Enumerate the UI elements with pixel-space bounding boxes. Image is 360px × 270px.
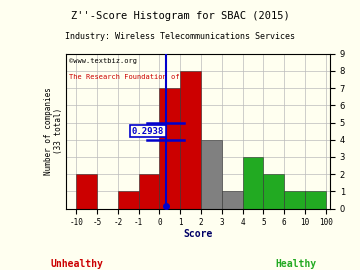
- Bar: [180, 71, 201, 209]
- Text: The Research Foundation of SUNY: The Research Foundation of SUNY: [69, 74, 201, 80]
- Text: 0.2938: 0.2938: [132, 127, 164, 136]
- Bar: [222, 191, 243, 209]
- Bar: [159, 88, 180, 209]
- Text: Unhealthy: Unhealthy: [50, 259, 103, 269]
- Text: ©www.textbiz.org: ©www.textbiz.org: [69, 58, 136, 64]
- Y-axis label: Number of companies
(33 total): Number of companies (33 total): [44, 87, 63, 175]
- Text: Industry: Wireless Telecommunications Services: Industry: Wireless Telecommunications Se…: [65, 32, 295, 41]
- Bar: [264, 174, 284, 209]
- Bar: [139, 174, 159, 209]
- Text: Z''-Score Histogram for SBAC (2015): Z''-Score Histogram for SBAC (2015): [71, 11, 289, 21]
- Bar: [305, 191, 326, 209]
- Text: Healthy: Healthy: [276, 259, 317, 269]
- Bar: [76, 174, 97, 209]
- Bar: [118, 191, 139, 209]
- X-axis label: Score: Score: [183, 229, 213, 239]
- Bar: [284, 191, 305, 209]
- Bar: [201, 140, 222, 209]
- Bar: [243, 157, 264, 209]
